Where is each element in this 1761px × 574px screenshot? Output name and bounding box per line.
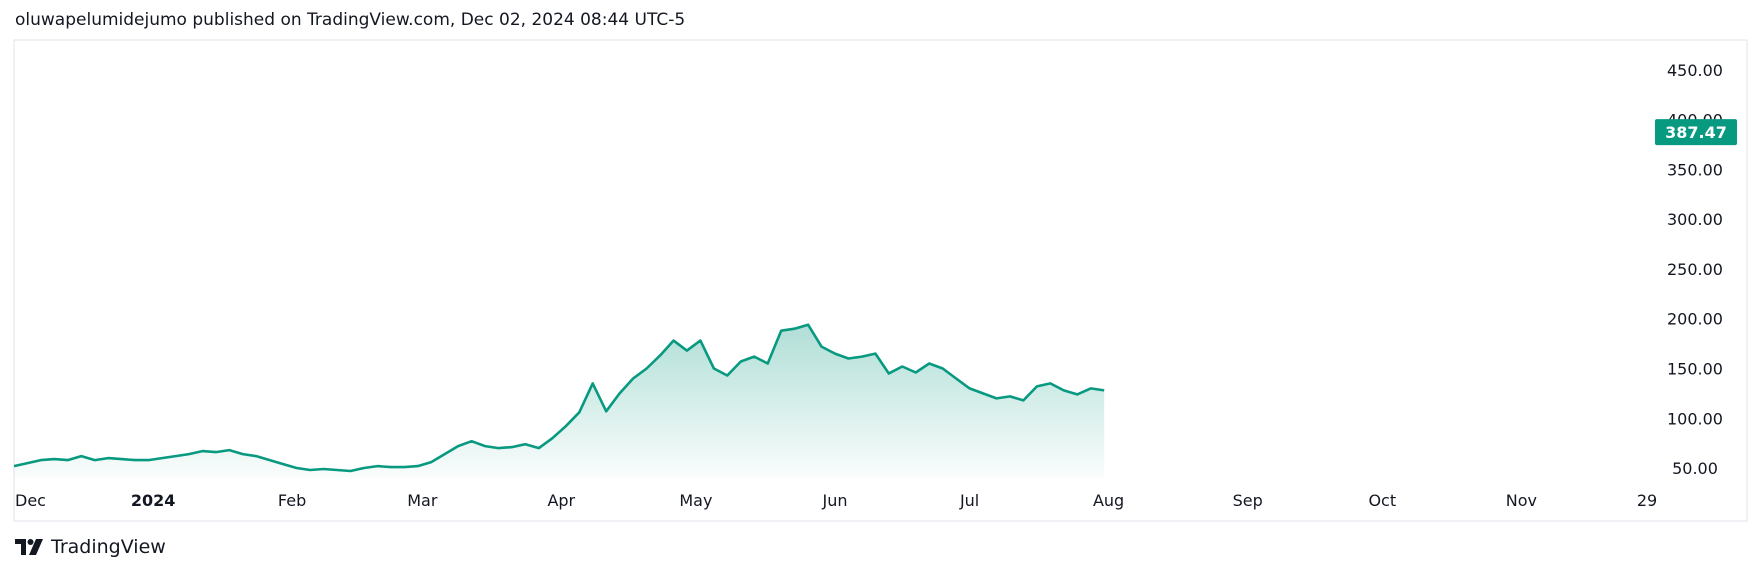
x-tick-label: Dec — [15, 491, 46, 510]
x-tick-label: Mar — [407, 491, 438, 510]
x-tick-label: Jun — [822, 491, 848, 510]
y-tick-label: 300.00 — [1667, 210, 1723, 229]
x-tick-label: Jul — [959, 491, 979, 510]
chart-frame — [13, 39, 1748, 522]
y-tick-label: 200.00 — [1667, 310, 1723, 329]
x-tick-label: Feb — [278, 491, 306, 510]
footer: TradingView — [15, 536, 166, 558]
x-tick-label: Oct — [1368, 491, 1396, 510]
last-price-label: 387.47 — [1665, 123, 1727, 142]
price-line — [13, 323, 1105, 473]
x-tick-label: May — [679, 491, 712, 510]
x-tick-label: Apr — [547, 491, 575, 510]
last-price-badge — [1655, 119, 1737, 146]
price-area-fill — [14, 324, 1105, 478]
x-tick-label: Nov — [1506, 491, 1537, 510]
plot-area — [13, 323, 1105, 478]
y-tick-label: 50.00 — [1672, 459, 1718, 478]
publisher-header: oluwapelumidejumo published on TradingVi… — [15, 10, 686, 30]
x-tick-label: 29 — [1637, 491, 1657, 510]
last-price-marker: 387.47 — [1655, 119, 1737, 146]
y-tick-label: 350.00 — [1667, 160, 1723, 179]
y-tick-label: 450.00 — [1667, 61, 1723, 80]
tradingview-logo-icon — [15, 539, 43, 555]
x-tick-label: Aug — [1093, 491, 1124, 510]
y-tick-label: 250.00 — [1667, 260, 1723, 279]
footer-brand: TradingView — [51, 536, 166, 558]
x-tick-label: Sep — [1233, 491, 1263, 510]
y-tick-label: 150.00 — [1667, 360, 1723, 379]
x-tick-label: 2024 — [131, 491, 176, 510]
time-axis[interactable]: Dec 2024 Feb Mar Apr May Jun Jul Aug Sep Oct Nov 29 — [15, 491, 1657, 510]
y-tick-label: 100.00 — [1667, 409, 1723, 428]
